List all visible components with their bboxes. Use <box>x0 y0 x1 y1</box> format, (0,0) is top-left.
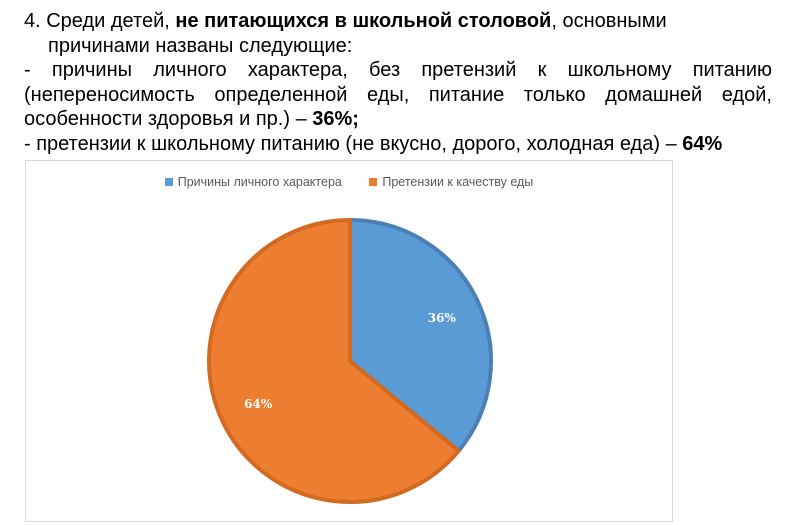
pie-chart: Причины личного характера Претензии к ка… <box>25 160 673 522</box>
legend-item-personal: Причины личного характера <box>164 175 342 189</box>
pie-slice-food <box>207 217 462 504</box>
intro-bold: не питающихся в школьной столовой <box>175 10 552 32</box>
text-block: 4. Среди детей, не питающихся в школьной… <box>24 9 772 156</box>
pie-label-food: 64% <box>244 397 273 411</box>
food-complaints-percent: 64% <box>682 132 723 155</box>
personal-reasons-text: - причины личного характера, без претенз… <box>24 59 772 130</box>
legend-item-food: Претензии к качеству еды <box>369 175 533 189</box>
chart-legend: Причины личного характера Претензии к ка… <box>26 175 672 189</box>
legend-label-food: Претензии к качеству еды <box>382 175 534 189</box>
paragraph-food-complaints: - претензии к школьному питанию (не вкус… <box>24 132 772 157</box>
legend-swatch-food <box>369 177 378 186</box>
pie-label-personal: 36% <box>428 311 457 325</box>
personal-reasons-percent: 36%; <box>312 108 359 130</box>
pie-slice-personal <box>348 217 493 454</box>
legend-swatch-personal <box>164 177 173 186</box>
legend-label-personal: Причины личного характера <box>177 175 342 189</box>
food-complaints-text: - претензии к школьному питанию (не вкус… <box>24 132 683 155</box>
paragraph-intro: 4. Среди детей, не питающихся в школьной… <box>24 9 772 34</box>
intro-text-end: , основными <box>551 10 667 32</box>
pie-svg: 36% 64% <box>207 217 493 504</box>
paragraph-intro-line2: причинами названы следующие: <box>24 34 772 59</box>
paragraph-personal-reasons: - причины личного характера, без претенз… <box>24 58 772 132</box>
intro-line2: причинами названы следующие: <box>48 34 353 57</box>
intro-text: 4. Среди детей, <box>24 10 176 32</box>
